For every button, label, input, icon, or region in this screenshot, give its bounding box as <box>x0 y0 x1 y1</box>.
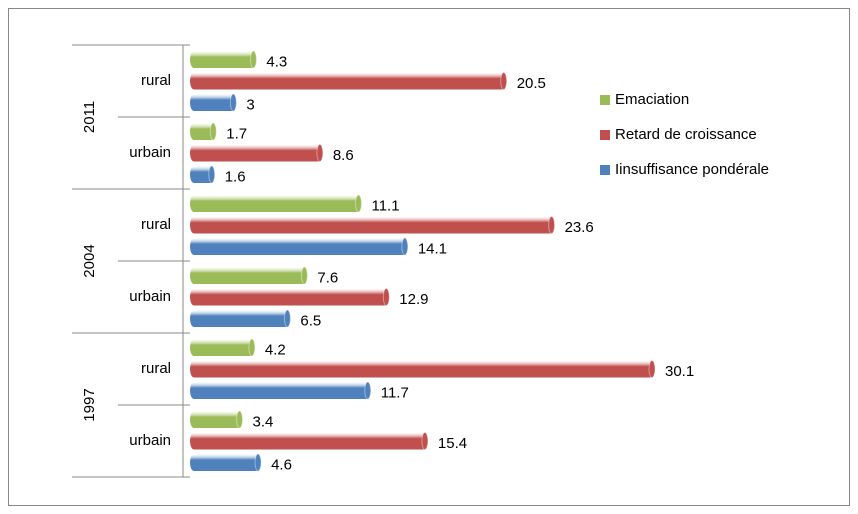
category-label: rural <box>141 360 171 377</box>
value-label: 4.6 <box>271 456 292 473</box>
bar <box>190 72 507 90</box>
bar-cap <box>236 410 244 429</box>
group-label: 2004 <box>81 244 98 277</box>
bar-cap <box>283 309 291 328</box>
legend-label: Retard de croissance <box>615 126 757 143</box>
bar-cap <box>254 453 262 472</box>
value-label: 15.4 <box>438 435 467 452</box>
bar <box>190 51 257 68</box>
bar <box>190 310 291 327</box>
bar-cap <box>354 194 362 213</box>
bar-cap <box>316 144 324 162</box>
bar <box>190 288 390 306</box>
bar <box>190 144 323 162</box>
legend-swatch <box>600 130 610 140</box>
value-label: 3.4 <box>253 413 274 430</box>
value-label: 1.7 <box>226 125 247 142</box>
bar-cap <box>421 432 429 450</box>
value-label: 11.7 <box>381 384 409 401</box>
value-label: 3 <box>246 96 254 113</box>
value-label: 7.6 <box>317 269 338 286</box>
value-label: 6.5 <box>300 312 321 329</box>
bar <box>190 216 555 234</box>
bar-cap <box>382 288 390 306</box>
category-label: urbain <box>129 144 171 161</box>
bar-cap <box>209 122 217 141</box>
bar <box>190 166 215 183</box>
bar <box>190 195 362 212</box>
bar <box>190 360 655 378</box>
value-label: 4.2 <box>265 341 286 358</box>
bar-cap <box>248 338 256 357</box>
legend-swatch <box>600 165 610 175</box>
value-label: 4.3 <box>266 53 287 70</box>
value-label: 30.1 <box>665 363 694 380</box>
bar-cap <box>548 216 556 234</box>
group-label: 2011 <box>81 101 98 133</box>
value-label: 20.5 <box>517 75 546 92</box>
bar-cap <box>648 360 656 378</box>
category-label: urbain <box>129 288 171 305</box>
value-label: 23.6 <box>565 219 594 236</box>
bar-cap <box>300 266 308 285</box>
value-label: 11.1 <box>371 197 399 214</box>
value-label: 1.6 <box>225 168 246 185</box>
bar <box>190 454 262 471</box>
bar <box>190 94 237 111</box>
bar <box>190 267 308 284</box>
category-label: urbain <box>129 432 171 449</box>
bar <box>190 238 408 255</box>
legend-swatch <box>600 95 610 105</box>
category-label: rural <box>141 72 171 89</box>
bar-cap <box>249 50 257 69</box>
bar-cap <box>401 237 409 256</box>
bar-cap <box>500 72 508 90</box>
bar <box>190 411 243 428</box>
bar-cap <box>364 381 372 400</box>
bar <box>190 123 217 140</box>
bar-cap <box>229 93 237 112</box>
category-label: rural <box>141 216 171 233</box>
bar <box>190 382 371 399</box>
legend-label: Emaciation <box>615 91 689 108</box>
value-label: 8.6 <box>333 147 354 164</box>
value-label: 12.9 <box>399 291 428 308</box>
group-label: 1997 <box>81 388 98 421</box>
chart-border <box>8 8 850 506</box>
bar-cap <box>208 165 216 184</box>
bar <box>190 432 428 450</box>
bar <box>190 339 255 356</box>
value-label: 14.1 <box>418 240 447 257</box>
legend-label: Iinsuffisance pondérale <box>615 161 769 178</box>
